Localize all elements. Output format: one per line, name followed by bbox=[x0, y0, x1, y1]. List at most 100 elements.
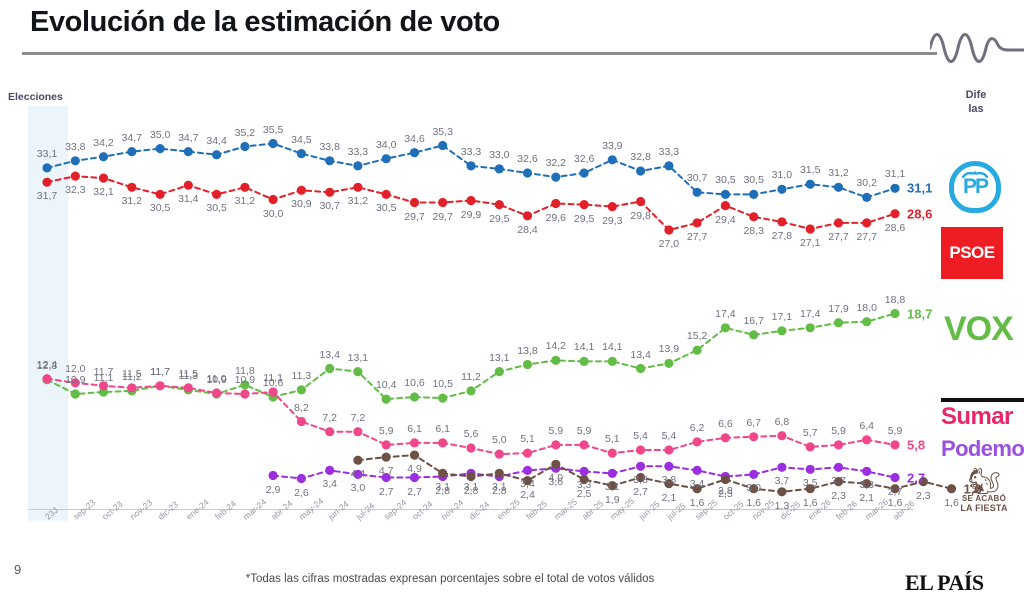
data-point bbox=[268, 194, 278, 205]
data-point bbox=[268, 470, 278, 481]
data-label: 34,6 bbox=[404, 132, 425, 145]
data-point bbox=[70, 378, 80, 388]
footnote: *Todas las cifras mostradas expresan por… bbox=[245, 573, 655, 585]
data-point bbox=[636, 363, 646, 374]
data-label: 5,4 bbox=[661, 430, 677, 442]
data-point bbox=[636, 196, 646, 207]
data-label: 7,2 bbox=[322, 411, 337, 424]
data-point bbox=[692, 345, 702, 355]
data-point bbox=[749, 484, 759, 494]
data-point bbox=[833, 462, 844, 472]
data-label: 2,7 bbox=[633, 485, 648, 498]
data-point bbox=[720, 201, 731, 211]
data-point bbox=[636, 472, 646, 483]
data-label: 12,0 bbox=[65, 362, 86, 375]
series-end-value: 31,1 bbox=[907, 180, 933, 196]
data-label: 2,3 bbox=[831, 489, 846, 502]
data-label: 11,1 bbox=[93, 372, 114, 384]
data-point bbox=[183, 147, 193, 157]
sumar-underline-bar bbox=[941, 398, 1024, 402]
data-point bbox=[777, 431, 787, 441]
data-label: 29,4 bbox=[715, 213, 736, 226]
data-label: 29,5 bbox=[573, 212, 595, 225]
data-label: 2,8 bbox=[435, 484, 450, 497]
data-point bbox=[664, 161, 674, 171]
data-point bbox=[522, 211, 533, 221]
data-label: 6,2 bbox=[689, 421, 705, 434]
data-point bbox=[833, 440, 844, 450]
data-point bbox=[70, 171, 80, 181]
data-label: 5,4 bbox=[633, 430, 648, 442]
data-point bbox=[155, 381, 165, 391]
data-point bbox=[890, 308, 900, 319]
data-label: 34,0 bbox=[375, 138, 397, 151]
data-label: 33,3 bbox=[460, 145, 482, 158]
data-point bbox=[890, 472, 900, 483]
data-label: 6,6 bbox=[718, 417, 733, 430]
page-number: 9 bbox=[14, 562, 22, 577]
data-label: 12,3 bbox=[36, 359, 58, 372]
data-label: 3,7 bbox=[831, 475, 846, 488]
data-point bbox=[409, 392, 420, 402]
data-point bbox=[749, 432, 759, 442]
data-label: 31,0 bbox=[771, 169, 793, 182]
data-label: 11,7 bbox=[150, 365, 170, 378]
data-label: 13,4 bbox=[630, 348, 651, 361]
data-point bbox=[98, 381, 109, 391]
series-end-value: 28,6 bbox=[907, 206, 933, 222]
data-point bbox=[98, 152, 109, 162]
data-point bbox=[522, 359, 533, 370]
data-point bbox=[494, 200, 504, 210]
data-label: 30,5 bbox=[149, 202, 171, 215]
data-label: 10,5 bbox=[432, 378, 453, 391]
data-label: 32,6 bbox=[573, 153, 595, 165]
data-label: 34,7 bbox=[178, 131, 199, 144]
data-label: 10,4 bbox=[375, 379, 397, 392]
data-label: 2,7 bbox=[407, 485, 422, 498]
data-label: 15,2 bbox=[686, 330, 708, 343]
data-label: 2,3 bbox=[915, 489, 931, 502]
data-point bbox=[42, 374, 52, 384]
data-label: 11,8 bbox=[235, 364, 255, 377]
data-label: 32,8 bbox=[630, 151, 651, 163]
data-point bbox=[381, 472, 391, 483]
data-point bbox=[720, 323, 731, 333]
data-label: 31,1 bbox=[884, 168, 906, 181]
legend-logo-sumar: Sumar bbox=[941, 398, 1024, 431]
data-label: 35,0 bbox=[149, 128, 171, 141]
data-point bbox=[438, 393, 448, 403]
data-label: 1,6 bbox=[887, 496, 903, 509]
data-label: 27,8 bbox=[771, 229, 793, 242]
difference-annotation: Dife las bbox=[928, 88, 1024, 116]
data-point bbox=[805, 179, 815, 189]
data-point bbox=[579, 168, 589, 178]
data-label: 4,9 bbox=[407, 463, 422, 476]
data-point bbox=[183, 383, 193, 393]
data-label: 5,7 bbox=[802, 426, 818, 439]
data-point bbox=[805, 484, 815, 494]
data-point bbox=[325, 427, 335, 437]
data-label: 29,8 bbox=[630, 209, 651, 222]
legend-logo-salf-line1: SE ACABÓ bbox=[961, 494, 1007, 503]
data-point bbox=[862, 435, 872, 445]
data-label: 2,9 bbox=[265, 483, 281, 496]
data-label: 3,3 bbox=[576, 479, 592, 492]
data-point bbox=[579, 440, 589, 450]
data-point bbox=[551, 172, 561, 182]
data-point bbox=[636, 166, 646, 176]
chart-plot-area: Elecciones 33,1 33,8 34,2 34,7 35,0 34,7 34,4 3… bbox=[0, 80, 1024, 525]
data-point bbox=[692, 218, 702, 228]
data-point bbox=[607, 202, 617, 212]
data-point bbox=[522, 465, 533, 475]
data-label: 13,1 bbox=[489, 351, 510, 364]
data-point bbox=[409, 450, 420, 460]
data-label: 10,9 bbox=[234, 374, 256, 386]
data-point bbox=[522, 476, 533, 486]
data-label: 35,2 bbox=[234, 126, 256, 139]
series-line-se-acabó-la-fiesta bbox=[356, 454, 953, 493]
data-label: 28,3 bbox=[743, 224, 764, 237]
data-label: 30,9 bbox=[291, 198, 312, 211]
data-label: 11,7 bbox=[150, 365, 170, 378]
data-point bbox=[183, 180, 193, 190]
data-label: 1,6 bbox=[802, 496, 818, 509]
